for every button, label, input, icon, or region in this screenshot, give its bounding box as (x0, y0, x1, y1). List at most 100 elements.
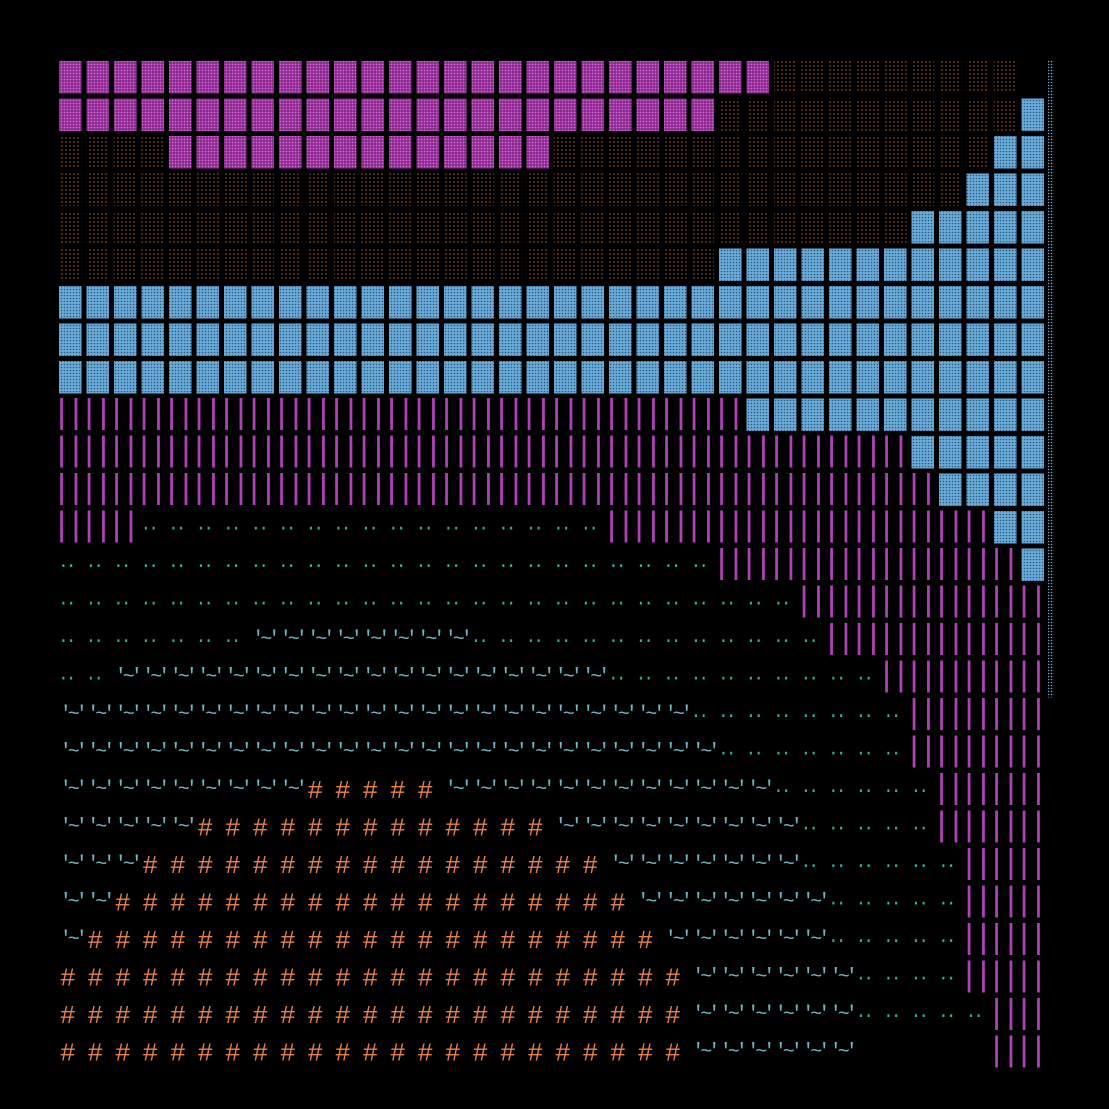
bars-glyph: || (134, 434, 163, 472)
bars-glyph: || (904, 734, 933, 772)
bars-glyph: || (436, 434, 465, 472)
thin-strip (1048, 285, 1054, 323)
bars-glyph: || (766, 471, 795, 509)
bars-glyph: || (794, 546, 823, 584)
dots-glyph: .. (938, 966, 954, 986)
wave-glyph: '~' (60, 929, 84, 952)
orange-block (856, 173, 879, 206)
hash-glyph: # (362, 1001, 378, 1031)
dots-glyph: .. (580, 516, 596, 536)
hash-glyph: # (142, 1001, 158, 1031)
hash-glyph: # (335, 964, 351, 994)
dots-glyph: .. (278, 553, 294, 573)
wave-glyph: '~' (500, 741, 524, 764)
wave-glyph: '~' (802, 1004, 826, 1027)
hash-glyph: # (280, 964, 296, 994)
orange-block (59, 136, 82, 169)
bars-glyph: || (711, 434, 740, 472)
orange-block (994, 98, 1017, 131)
blue-block (994, 136, 1017, 169)
orange-block (801, 98, 824, 131)
wave-glyph: '~' (500, 704, 524, 727)
orange-block (581, 248, 604, 281)
hash-glyph: # (582, 1001, 598, 1031)
blue-block (416, 361, 439, 394)
blue-block (1021, 286, 1044, 319)
wave-glyph: '~' (115, 854, 139, 877)
dots-glyph: .. (718, 591, 734, 611)
bars-glyph: || (574, 471, 603, 509)
orange-block (856, 136, 879, 169)
hash-glyph: # (197, 889, 213, 919)
blue-block (691, 286, 714, 319)
orange-block (499, 211, 522, 244)
wave-glyph: '~' (390, 704, 414, 727)
hash-glyph: # (390, 1001, 406, 1031)
bars-glyph: || (106, 434, 135, 472)
wave-glyph: '~' (280, 704, 304, 727)
orange-block (444, 211, 467, 244)
purple-block (664, 98, 687, 131)
hash-glyph: # (335, 1001, 351, 1031)
blue-block (581, 323, 604, 356)
purple-block (499, 136, 522, 169)
hash-glyph: # (472, 1039, 488, 1069)
bars-glyph: || (354, 471, 383, 509)
orange-block (169, 211, 192, 244)
dots-glyph: .. (360, 591, 376, 611)
hash-glyph: # (417, 889, 433, 919)
orange-block (444, 248, 467, 281)
dots-glyph: .. (800, 741, 816, 761)
blue-block (141, 361, 164, 394)
hash-glyph: # (500, 889, 516, 919)
orange-block (334, 211, 357, 244)
blue-block (141, 323, 164, 356)
bars-glyph: || (244, 471, 273, 509)
orange-block (581, 173, 604, 206)
blue-block (856, 398, 879, 431)
hash-glyph: # (610, 964, 626, 994)
bars-glyph: || (1014, 696, 1043, 734)
hash-glyph: # (472, 851, 488, 881)
blue-block (114, 361, 137, 394)
orange-block (526, 211, 549, 244)
bars-glyph: || (904, 696, 933, 734)
dots-glyph: .. (663, 591, 679, 611)
blue-block (884, 323, 907, 356)
hash-glyph: # (170, 851, 186, 881)
dots-glyph: .. (305, 591, 321, 611)
orange-block (829, 211, 852, 244)
blue-block (554, 323, 577, 356)
blue-block (416, 286, 439, 319)
wave-glyph: '~' (170, 741, 194, 764)
orange-block (499, 173, 522, 206)
wave-glyph: '~' (252, 666, 276, 689)
bars-glyph: || (959, 809, 988, 847)
hash-glyph: # (390, 926, 406, 956)
wave-glyph: '~' (747, 816, 771, 839)
hash-glyph: # (582, 851, 598, 881)
thin-strip (1048, 97, 1054, 135)
blue-block (334, 286, 357, 319)
blue-block (746, 248, 769, 281)
hash-glyph: # (445, 926, 461, 956)
wave-glyph: '~' (747, 1004, 771, 1027)
hash-glyph: # (417, 814, 433, 844)
blue-block (279, 361, 302, 394)
blue-block (774, 323, 797, 356)
hash-glyph: # (390, 814, 406, 844)
dots-glyph: .. (828, 703, 844, 723)
bars-glyph: || (79, 471, 108, 509)
hash-glyph: # (610, 1039, 626, 1069)
hash-glyph: # (252, 1039, 268, 1069)
hash-glyph: # (170, 1001, 186, 1031)
dots-glyph: .. (333, 553, 349, 573)
purple-block (224, 98, 247, 131)
dots-glyph: .. (525, 516, 541, 536)
hash-glyph: # (252, 889, 268, 919)
wave-glyph: '~' (445, 779, 469, 802)
purple-block (444, 61, 467, 94)
bars-glyph: || (409, 396, 438, 434)
bars-glyph: || (464, 471, 493, 509)
blue-block (444, 361, 467, 394)
